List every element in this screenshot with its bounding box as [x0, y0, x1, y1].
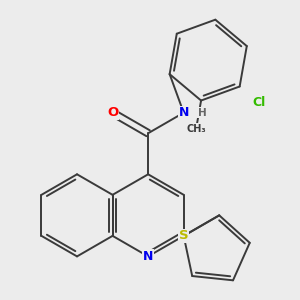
Text: CH₃: CH₃	[186, 124, 206, 134]
Text: H: H	[198, 108, 206, 118]
Text: Cl: Cl	[252, 96, 265, 109]
Text: S: S	[179, 230, 188, 242]
Text: N: N	[178, 106, 189, 119]
Text: O: O	[107, 106, 118, 119]
Text: N: N	[143, 250, 153, 263]
